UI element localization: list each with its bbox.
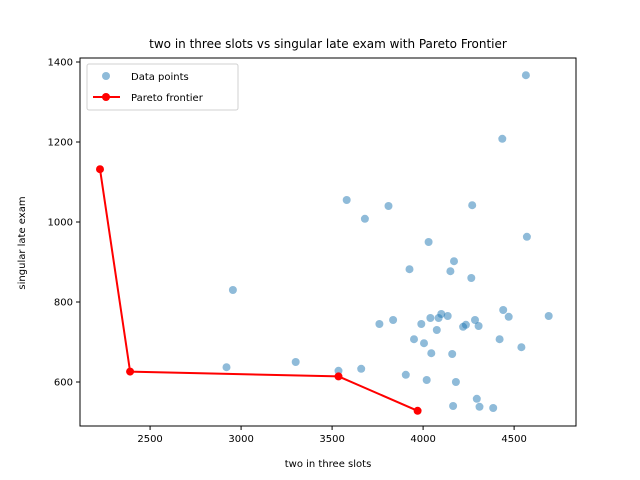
data-point (357, 364, 366, 373)
x-tick-label: 4000 (410, 434, 435, 445)
data-point (475, 402, 484, 411)
data-point (517, 343, 526, 352)
data-point (495, 335, 504, 344)
data-point (426, 314, 435, 322)
data-point (420, 339, 428, 348)
data-point (446, 267, 455, 276)
data-point (334, 366, 343, 375)
x-tick-label: 4500 (501, 434, 526, 445)
data-point (468, 201, 477, 210)
y-tick-label: 1000 (48, 218, 73, 229)
data-point (474, 322, 483, 330)
data-point (228, 286, 237, 294)
legend-box (86, 63, 239, 111)
x-axis-label: two in three slots (285, 459, 372, 470)
data-point (342, 196, 351, 204)
chart-title: two in three slots vs singular late exam… (149, 37, 507, 51)
pareto-frontier-point (126, 367, 135, 376)
data-point (360, 214, 369, 223)
data-point (432, 326, 441, 334)
x-tick-label: 3000 (228, 434, 253, 445)
pareto-frontier-point (96, 165, 104, 174)
data-point (461, 320, 470, 329)
data-point (410, 335, 418, 344)
legend-marker-pareto (102, 93, 110, 101)
pareto-frontier-point (334, 372, 343, 381)
data-point (422, 376, 431, 384)
legend-label-pareto-frontier: Pareto frontier (131, 93, 204, 104)
data-point (450, 257, 458, 266)
y-tick-label: 1200 (48, 138, 73, 149)
pareto-frontier-line (99, 169, 418, 412)
data-point (448, 350, 457, 358)
data-point (472, 394, 481, 403)
data-point (498, 134, 507, 143)
x-tick-label: 3500 (319, 434, 344, 445)
data-point (499, 306, 508, 314)
data-point (401, 370, 410, 379)
data-point (449, 402, 458, 410)
data-point (405, 265, 414, 274)
plot-area: 2500 3000 3500 4000 4500 600 800 1000 1200 1400 (48, 57, 577, 445)
data-point (522, 232, 531, 241)
y-tick-label: 1400 (48, 58, 73, 69)
data-point (291, 358, 300, 366)
y-axis-label: singular late exam (17, 196, 28, 289)
data-point (544, 312, 553, 320)
data-point (427, 349, 436, 358)
data-point (521, 71, 530, 80)
data-point (451, 378, 460, 386)
data-point (471, 316, 479, 324)
data-point (489, 404, 498, 412)
data-point (504, 312, 513, 321)
x-tick-label: 2500 (137, 434, 162, 445)
data-point (443, 312, 452, 320)
legend-label-data-points: Data points (131, 72, 189, 83)
y-tick-label: 800 (54, 298, 73, 309)
data-point (424, 238, 433, 246)
data-point (417, 320, 426, 328)
pareto-frontier-point (413, 406, 422, 415)
data-point (384, 202, 393, 210)
data-point (389, 316, 398, 324)
data-point (375, 320, 384, 328)
y-tick-label: 600 (54, 378, 73, 389)
data-point (222, 363, 231, 372)
data-point (437, 310, 446, 318)
legend: Data points Pareto frontier (86, 63, 239, 111)
axes-frame (79, 57, 577, 427)
data-point (467, 274, 476, 282)
legend-marker-data-points (102, 72, 110, 80)
